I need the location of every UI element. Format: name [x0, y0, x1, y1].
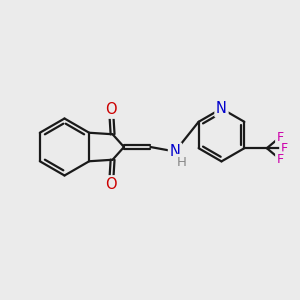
Text: F: F [281, 142, 288, 155]
Text: O: O [105, 177, 117, 192]
Text: H: H [177, 155, 187, 169]
Text: N: N [169, 144, 180, 159]
Text: F: F [277, 130, 284, 143]
Text: O: O [105, 102, 117, 117]
Text: N: N [216, 101, 227, 116]
Text: F: F [277, 153, 284, 166]
